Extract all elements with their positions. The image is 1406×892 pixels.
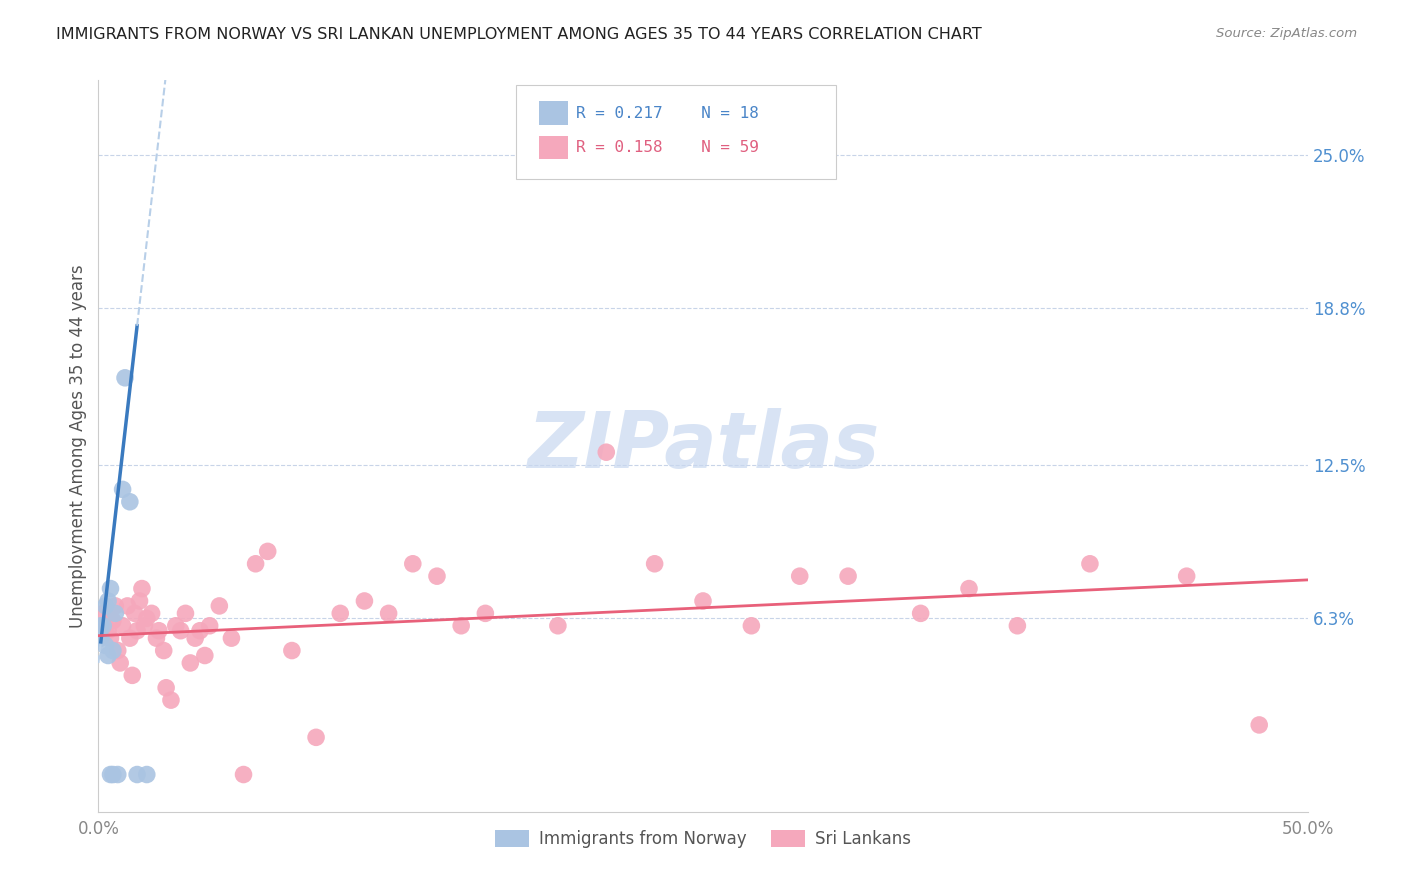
- Point: [245, 557, 267, 571]
- Point: [1078, 557, 1101, 571]
- Point: [107, 643, 129, 657]
- Point: [232, 767, 254, 781]
- Y-axis label: Unemployment Among Ages 35 to 44 years: Unemployment Among Ages 35 to 44 years: [69, 264, 87, 628]
- Point: [121, 668, 143, 682]
- Point: [188, 624, 211, 638]
- Point: [107, 767, 129, 781]
- Point: [94, 599, 117, 613]
- Point: [595, 445, 617, 459]
- Point: [155, 681, 177, 695]
- Point: [426, 569, 449, 583]
- Point: [90, 631, 112, 645]
- Point: [789, 569, 811, 583]
- Point: [94, 619, 117, 633]
- Point: [104, 599, 127, 613]
- Point: [305, 731, 328, 745]
- Point: [179, 656, 201, 670]
- Point: [100, 582, 122, 596]
- Point: [127, 767, 149, 781]
- Point: [169, 624, 191, 638]
- Point: [221, 631, 243, 645]
- Point: [1249, 718, 1271, 732]
- FancyBboxPatch shape: [516, 86, 837, 179]
- Point: [124, 607, 146, 621]
- Point: [256, 544, 278, 558]
- Point: [152, 643, 174, 657]
- Point: [910, 607, 932, 621]
- Point: [135, 611, 157, 625]
- Text: R = 0.158    N = 59: R = 0.158 N = 59: [576, 140, 759, 155]
- Point: [837, 569, 859, 583]
- Point: [692, 594, 714, 608]
- Point: [94, 639, 117, 653]
- Point: [135, 767, 157, 781]
- Text: ZIPatlas: ZIPatlas: [527, 408, 879, 484]
- FancyBboxPatch shape: [538, 102, 568, 125]
- Point: [1007, 619, 1029, 633]
- Point: [1175, 569, 1198, 583]
- Point: [174, 607, 197, 621]
- Point: [208, 599, 231, 613]
- Point: [957, 582, 980, 596]
- Point: [111, 483, 134, 497]
- Point: [198, 619, 221, 633]
- Point: [134, 619, 156, 633]
- Point: [118, 631, 141, 645]
- Point: [148, 624, 170, 638]
- Point: [547, 619, 569, 633]
- Point: [450, 619, 472, 633]
- Point: [160, 693, 183, 707]
- Point: [128, 594, 150, 608]
- Text: Source: ZipAtlas.com: Source: ZipAtlas.com: [1216, 27, 1357, 40]
- Point: [281, 643, 304, 657]
- Point: [100, 767, 122, 781]
- Point: [127, 624, 149, 638]
- Point: [740, 619, 762, 633]
- Point: [114, 371, 136, 385]
- Point: [474, 607, 496, 621]
- Point: [101, 643, 124, 657]
- Point: [104, 607, 127, 621]
- Point: [108, 656, 131, 670]
- Point: [402, 557, 425, 571]
- Text: IMMIGRANTS FROM NORWAY VS SRI LANKAN UNEMPLOYMENT AMONG AGES 35 TO 44 YEARS CORR: IMMIGRANTS FROM NORWAY VS SRI LANKAN UNE…: [56, 27, 981, 42]
- Point: [101, 767, 124, 781]
- Point: [118, 495, 141, 509]
- Point: [90, 619, 112, 633]
- Point: [329, 607, 352, 621]
- Legend: Immigrants from Norway, Sri Lankans: Immigrants from Norway, Sri Lankans: [489, 823, 917, 855]
- Point: [141, 607, 163, 621]
- Point: [194, 648, 217, 663]
- Point: [117, 599, 139, 613]
- Text: R = 0.217    N = 18: R = 0.217 N = 18: [576, 105, 759, 120]
- Point: [97, 648, 120, 663]
- Point: [377, 607, 399, 621]
- Point: [97, 624, 120, 638]
- Point: [111, 619, 134, 633]
- Point: [145, 631, 167, 645]
- FancyBboxPatch shape: [538, 136, 568, 160]
- Point: [91, 607, 114, 621]
- Point: [131, 582, 153, 596]
- Point: [97, 594, 120, 608]
- Point: [101, 614, 124, 628]
- Point: [644, 557, 666, 571]
- Point: [91, 619, 114, 633]
- Point: [184, 631, 207, 645]
- Point: [165, 619, 187, 633]
- Point: [100, 631, 122, 645]
- Point: [353, 594, 375, 608]
